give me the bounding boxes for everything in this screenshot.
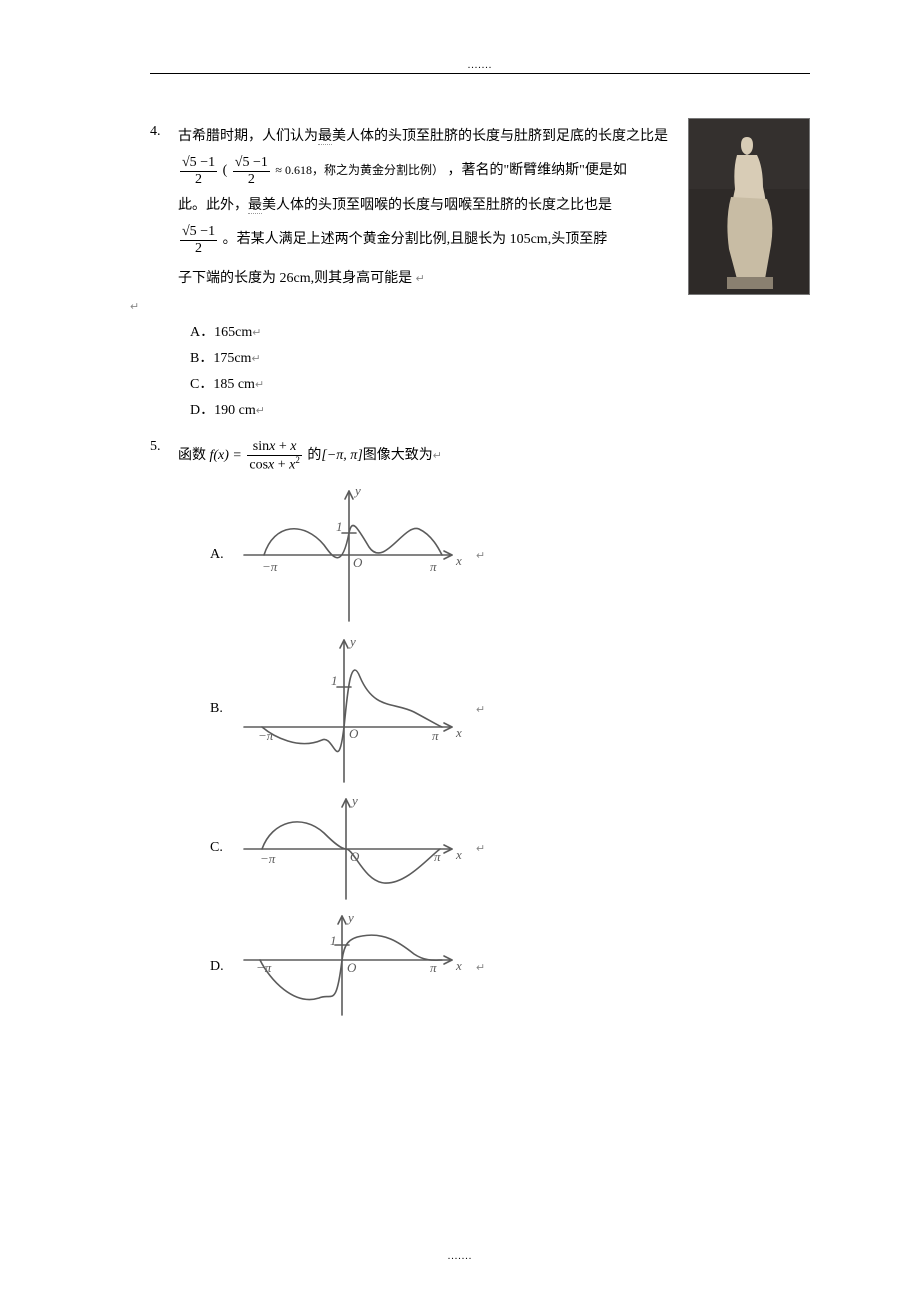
header-dots: ....... [150, 60, 810, 71]
q4-options: A．165cm↵ B．175cm↵ C．185 cm↵ D．190 cm↵ [190, 321, 810, 419]
q4-text: 此。此外， [178, 198, 248, 213]
footer-dots: ....... [0, 1251, 920, 1262]
svg-text:1: 1 [336, 519, 343, 534]
graph-c: x y O −π π [234, 791, 464, 906]
q4-text: 美人体的头顶至咽喉的长度与咽喉至肚脐的长度之比也是 [262, 198, 612, 213]
page: ....... 4. 古希腊时期，人们认为最美人体的头顶至肚脐的长度与肚脐到足底… [0, 0, 920, 1302]
graph-d-row: D. x y O 1 [210, 910, 810, 1025]
return-icon: ↵ [433, 450, 442, 462]
graph-a-label: A. [210, 547, 234, 563]
svg-text:1: 1 [330, 933, 337, 948]
paren: ( [223, 163, 228, 178]
svg-text:−π: −π [258, 728, 274, 743]
q4-text: 古希腊时期，人们认为 [178, 129, 318, 144]
svg-text:x: x [455, 847, 462, 862]
svg-text:π: π [430, 960, 437, 975]
q4-number: 4. [150, 124, 178, 140]
graph-d: x y O 1 −π π [234, 910, 464, 1025]
svg-text:π: π [434, 849, 441, 864]
svg-text:y: y [346, 910, 354, 925]
return-icon: ↵ [251, 353, 260, 365]
q4-text: 。若某人满足上述两个黄金分割比例,且腿长为 105cm,头顶至脖 [223, 232, 608, 247]
return-icon: ↵ [416, 273, 425, 285]
svg-text:O: O [349, 726, 359, 741]
golden-ratio-fraction: √5 −1 2 [180, 155, 217, 187]
svg-text:x: x [455, 725, 462, 740]
golden-ratio-fraction-3: √5 −1 2 [180, 224, 217, 256]
return-icon: ↵ [256, 405, 265, 417]
q5-number: 5. [150, 439, 178, 455]
svg-text:π: π [430, 559, 437, 574]
svg-text:−π: −π [262, 559, 278, 574]
q5-fraction: sinx + x cosx + x2 [247, 439, 302, 472]
graph-b: x y O 1 −π π [234, 632, 464, 787]
question-5: 5. 函数 f(x) = sinx + x cosx + x2 的[−π, π]… [150, 439, 810, 1024]
svg-text:O: O [350, 849, 360, 864]
q4-text-underline: 最 [248, 198, 262, 214]
svg-text:x: x [455, 553, 462, 568]
q4-text: ，著名的"断臂维纳斯"便是如 [447, 163, 626, 178]
venus-image [688, 118, 810, 295]
q5-fx: f(x) = [210, 448, 246, 463]
graph-a-row: A. x y O 1 [210, 483, 810, 628]
svg-text:π: π [432, 728, 439, 743]
header-rule [150, 73, 810, 74]
svg-text:y: y [348, 634, 356, 649]
blank-return: ↵ [130, 299, 810, 315]
q5-text: 函数 [178, 448, 210, 463]
approx-text: ≈ 0.618，称之为黄金分割比例） [275, 163, 444, 177]
q4-text: 美人体的头顶至肚脐的长度与肚脐到足底的长度之比是 [332, 129, 668, 144]
graph-a: x y O 1 −π π [234, 483, 464, 628]
return-icon: ↵ [476, 842, 485, 855]
return-icon: ↵ [130, 301, 139, 313]
domain-text: [−π, π] [321, 448, 362, 463]
svg-text:x: x [455, 958, 462, 973]
graph-b-label: B. [210, 701, 234, 717]
graph-c-label: C. [210, 840, 234, 856]
svg-text:y: y [350, 793, 358, 808]
svg-text:−π: −π [260, 851, 276, 866]
return-icon: ↵ [252, 327, 261, 339]
option-a: A．165cm↵ [190, 321, 810, 341]
svg-text:y: y [353, 483, 361, 498]
option-c: C．185 cm↵ [190, 373, 810, 393]
svg-text:−π: −π [256, 960, 272, 975]
q4-text-underline: 最 [318, 129, 332, 145]
option-b: B．175cm↵ [190, 347, 810, 367]
return-icon: ↵ [476, 961, 485, 974]
graph-d-label: D. [210, 959, 234, 975]
return-icon: ↵ [476, 549, 485, 562]
svg-text:O: O [347, 960, 357, 975]
return-icon: ↵ [476, 703, 485, 716]
option-d: D．190 cm↵ [190, 399, 810, 419]
q5-graphs: A. x y O 1 [210, 483, 810, 1025]
q5-body: 函数 f(x) = sinx + x cosx + x2 的[−π, π]图像大… [178, 439, 810, 472]
graph-b-row: B. x y O 1 [210, 632, 810, 787]
svg-text:O: O [353, 555, 363, 570]
svg-text:1: 1 [331, 673, 338, 688]
q5-text: 的 [307, 448, 321, 463]
q5-text: 图像大致为 [363, 448, 433, 463]
graph-c-row: C. x y O −π π [210, 791, 810, 906]
golden-ratio-fraction-2: √5 −1 2 [233, 155, 270, 187]
return-icon: ↵ [255, 379, 264, 391]
q4-text: 子下端的长度为 26cm,则其身高可能是 [178, 271, 412, 286]
